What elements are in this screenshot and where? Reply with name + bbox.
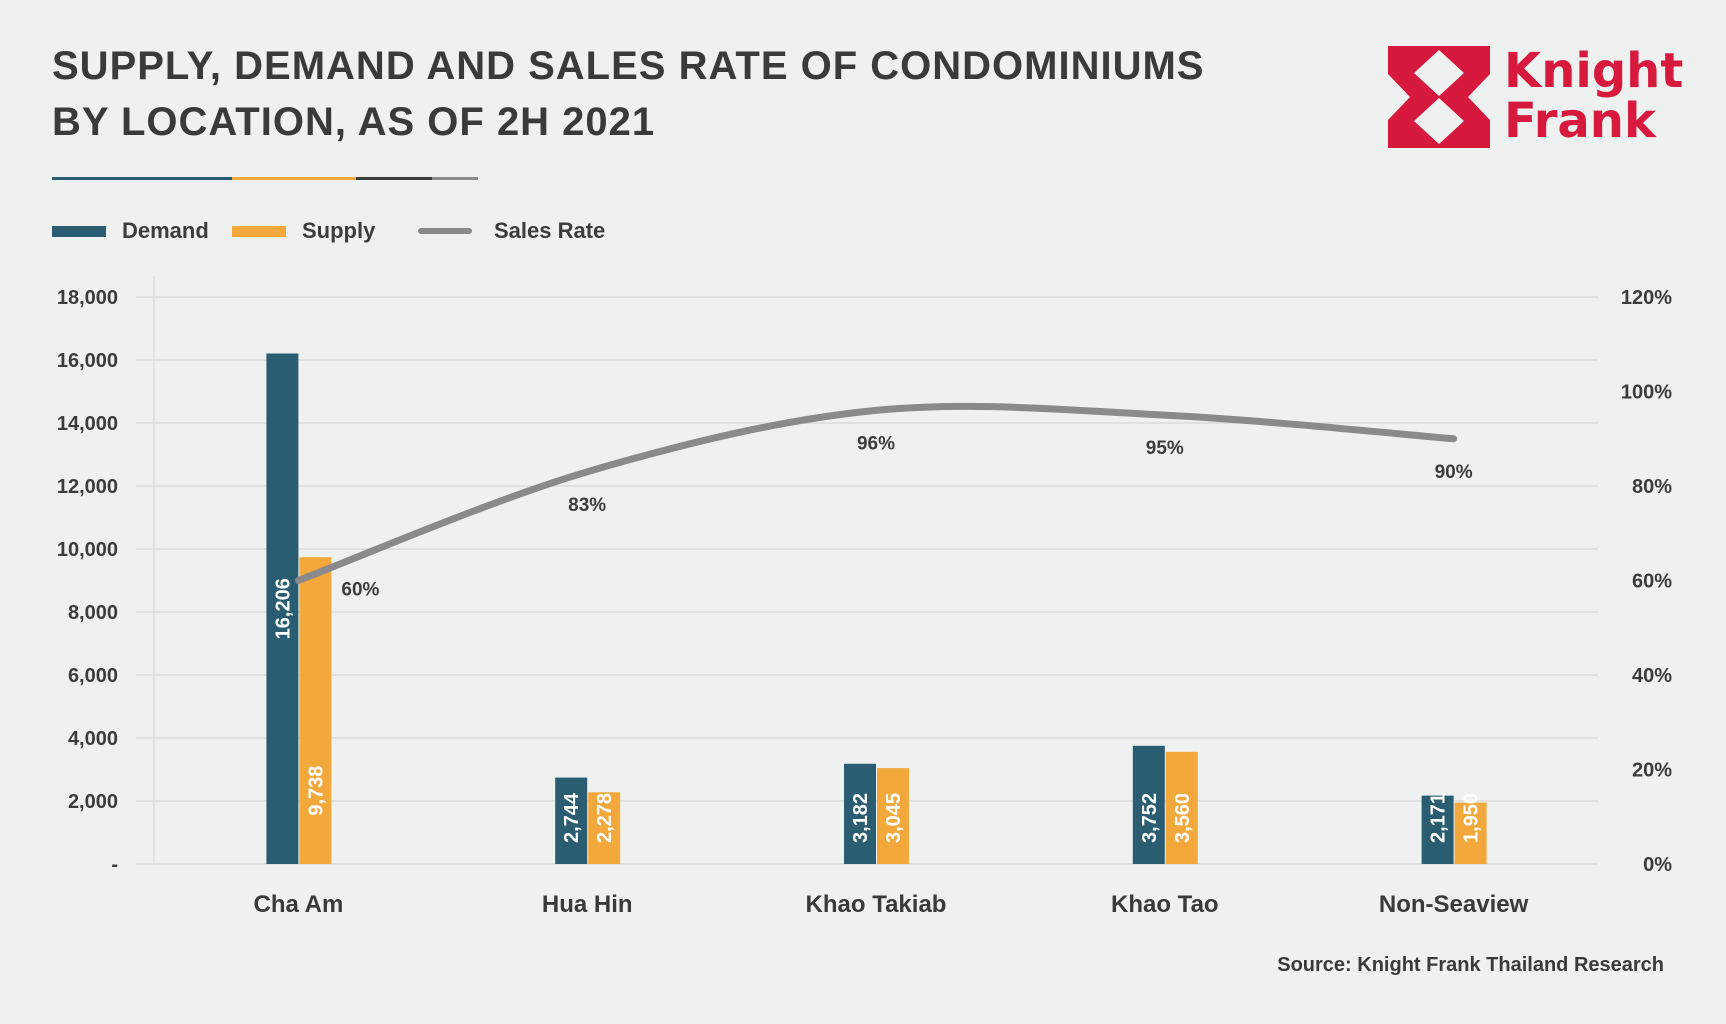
left-axis-tick-label: 12,000 <box>57 476 118 498</box>
bar-label-supply: 3,560 <box>1172 793 1194 843</box>
bar-label-supply: 1,950 <box>1461 793 1483 843</box>
legend-swatch-supply <box>232 225 286 237</box>
x-axis-category-label: Cha Am <box>254 891 344 918</box>
bar-supply <box>588 792 621 864</box>
x-axis-category-label: Hua Hin <box>542 891 633 918</box>
bar-demand <box>844 763 876 864</box>
right-axis-tick-label: 100% <box>1621 382 1672 404</box>
legend-swatch-demand <box>52 225 106 237</box>
logo-wordmark: Knight Frank <box>1504 46 1683 146</box>
sales-rate-label: 95% <box>1146 438 1184 459</box>
left-axis-tick-label: 14,000 <box>57 413 118 435</box>
x-axis-category-label: Non-Seaview <box>1379 891 1529 918</box>
right-axis-tick-label: 40% <box>1632 665 1672 687</box>
left-axis-tick-label: 4,000 <box>68 728 118 750</box>
legend-swatch-sales-rate <box>418 228 472 234</box>
legend-label-supply: Supply <box>302 218 376 243</box>
x-axis-category-label: Khao Takiab <box>806 891 947 918</box>
legend-label-demand: Demand <box>122 218 209 243</box>
bar-label-demand: 2,171 <box>1428 793 1450 843</box>
bar-label-supply: 9,738 <box>305 766 327 816</box>
title-underline-segment-1 <box>52 177 232 180</box>
legend-item-supply: Supply <box>232 218 375 244</box>
bar-label-demand: 3,752 <box>1139 793 1161 843</box>
left-axis-tick-label: 10,000 <box>57 539 118 561</box>
sales-rate-label: 60% <box>341 580 379 601</box>
right-axis-tick-label: 80% <box>1632 476 1672 498</box>
bar-demand <box>1132 745 1165 864</box>
sales-rate-label: 90% <box>1435 462 1473 483</box>
left-axis-tick-label: 6,000 <box>68 665 118 687</box>
bar-demand <box>555 777 588 864</box>
chart-title-line-2: BY LOCATION, AS OF 2H 2021 <box>52 100 656 144</box>
sales-rate-line <box>294 402 1458 584</box>
right-axis-tick-label: 20% <box>1632 760 1672 782</box>
source-note: Source: Knight Frank Thailand Research <box>1277 954 1664 976</box>
right-axis-tick-label: 120% <box>1621 287 1672 309</box>
knight-frank-logo: Knight Frank <box>1388 46 1683 156</box>
legend-label-sales-rate: Sales Rate <box>494 218 606 243</box>
sales-rate-label: 96% <box>857 433 895 454</box>
legend-item-sales-rate: Sales Rate <box>418 218 605 244</box>
bar-supply <box>299 557 332 864</box>
bar-demand <box>266 353 299 864</box>
title-underline-segment-2 <box>232 177 356 180</box>
logo-word-frank: Frank <box>1504 93 1656 149</box>
left-axis-tick-label: 2,000 <box>68 791 118 813</box>
bar-label-supply: 2,278 <box>594 793 616 843</box>
title-underline-segment-4 <box>432 177 478 180</box>
bar-supply <box>1454 802 1487 864</box>
bar-label-demand: 2,744 <box>561 792 583 843</box>
right-axis-tick-label: 0% <box>1643 854 1672 876</box>
title-underline-segment-3 <box>356 177 432 180</box>
bar-supply <box>877 768 909 864</box>
bar-supply <box>1165 751 1198 864</box>
chart-title: SUPPLY, DEMAND AND SALES RATE OF CONDOMI… <box>52 38 1302 150</box>
bar-label-supply: 3,045 <box>883 793 905 843</box>
sales-rate-label: 83% <box>568 495 606 516</box>
legend-item-demand: Demand <box>52 218 209 244</box>
left-axis-tick-label: 8,000 <box>68 602 118 624</box>
knight-frank-logo-icon <box>1388 46 1490 148</box>
x-axis-category-label: Khao Tao <box>1111 891 1219 918</box>
bar-label-demand: 3,182 <box>850 793 872 843</box>
left-axis-tick-label: 18,000 <box>57 287 118 309</box>
right-axis-tick-label: 60% <box>1632 571 1672 593</box>
bar-demand <box>1421 795 1454 864</box>
left-axis-tick-label: 16,000 <box>57 350 118 372</box>
logo-word-knight: Knight <box>1504 43 1684 99</box>
left-axis-tick-label: - <box>111 854 118 876</box>
chart-title-line-1: SUPPLY, DEMAND AND SALES RATE OF CONDOMI… <box>52 44 1205 88</box>
bar-label-demand: 16,206 <box>272 578 294 639</box>
